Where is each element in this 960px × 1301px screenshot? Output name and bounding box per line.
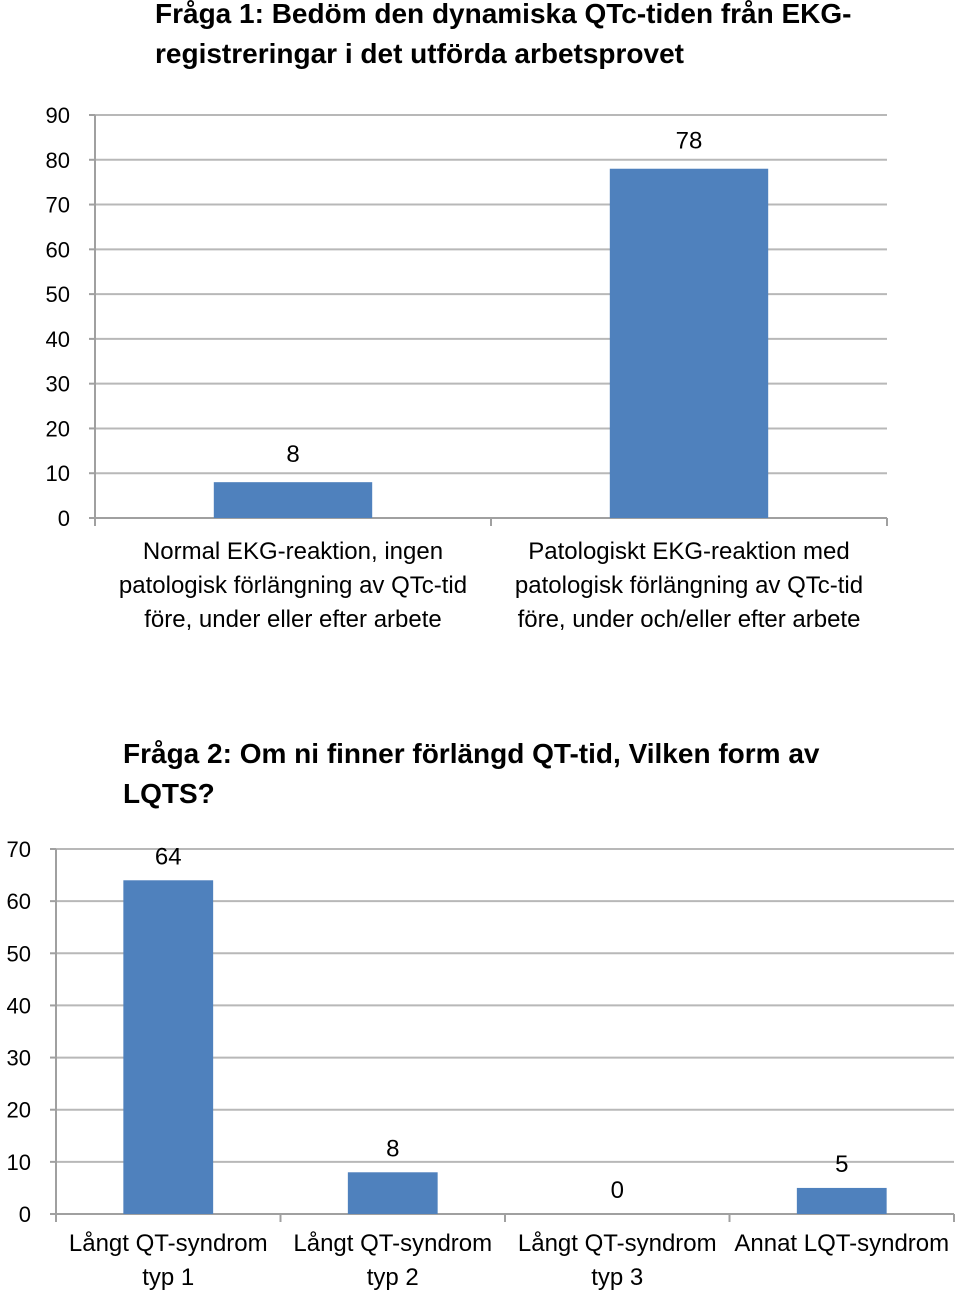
data-label: 64	[155, 843, 182, 870]
chart-1: Fråga 1: Bedöm den dynamiska QTc-tiden f…	[46, 0, 888, 633]
y-tick-label: 20	[7, 1098, 31, 1123]
y-tick-label: 30	[46, 372, 70, 397]
y-tick-label: 50	[7, 941, 31, 966]
y-tick-label: 10	[7, 1150, 31, 1175]
y-tick-label: 0	[58, 506, 70, 531]
y-tick-label: 80	[46, 148, 70, 173]
chart-1-plot: 0 10 20 30 40 50 60 70 80 90 8 78	[46, 103, 888, 531]
data-label: 0	[611, 1177, 624, 1204]
y-tick-label: 30	[7, 1046, 31, 1071]
y-tick-label: 60	[46, 237, 70, 262]
bar	[796, 1187, 887, 1214]
data-label: 5	[835, 1151, 848, 1178]
chart-2-title: Fråga 2: Om ni finner förlängd QT-tid, V…	[123, 738, 820, 809]
bar	[609, 168, 769, 518]
y-tick-label: 0	[19, 1202, 31, 1227]
x-category-label: Långt QT-syndrom typ 3	[517, 1230, 717, 1291]
y-tick-label: 10	[46, 461, 70, 486]
y-tick-label: 40	[46, 327, 70, 352]
y-tick-label: 20	[46, 416, 70, 441]
x-category-label: Normal EKG-reaktion, ingen patologisk fö…	[118, 538, 468, 633]
y-tick-label: 90	[46, 103, 70, 128]
bar	[123, 880, 214, 1214]
y-tick-label: 40	[7, 993, 31, 1018]
x-category-label: Patologiskt EKG-reaktion med patologisk …	[514, 538, 864, 633]
bar	[213, 482, 373, 518]
data-label: 78	[676, 128, 703, 155]
x-category-label: Långt QT-syndrom typ 2	[293, 1230, 493, 1291]
y-tick-label: 50	[46, 282, 70, 307]
bar	[347, 1172, 438, 1214]
y-tick-label: 70	[46, 193, 70, 218]
data-label: 8	[286, 441, 299, 468]
y-tick-label: 60	[7, 889, 31, 914]
x-category-label: Långt QT-syndrom typ 1	[68, 1230, 268, 1291]
x-category-label: Annat LQT-syndrom	[734, 1230, 950, 1257]
chart-2: Fråga 2: Om ni finner förlängd QT-tid, V…	[0, 720, 960, 1301]
y-tick-label: 70	[7, 837, 31, 862]
data-label: 8	[386, 1135, 399, 1162]
chart-1-title: Fråga 1: Bedöm den dynamiska QTc-tiden f…	[155, 0, 852, 69]
chart-2-plot: 0 10 20 30 40 50 60 70 64 8 0 5	[7, 837, 955, 1227]
